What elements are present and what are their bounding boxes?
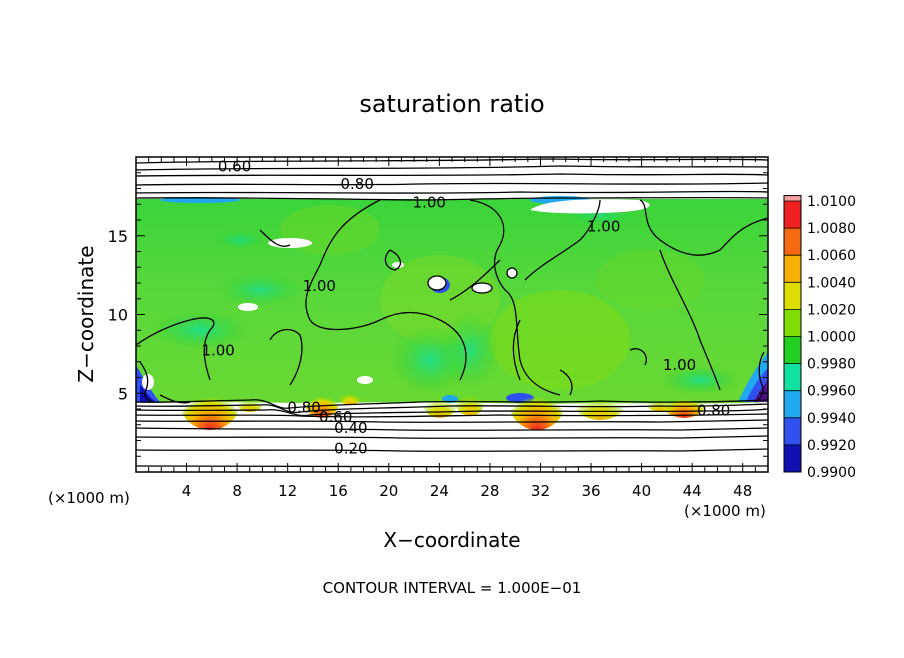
colorbar: 1.0100 1.0080 1.0060 1.0040 1.0020 1.0000 0.99… [783,194,856,481]
colorbar-label: 0.9940 [807,411,856,427]
contour-bl-9 [136,465,768,468]
contour-bl-6 [136,427,768,431]
x-tick-label: 48 [733,482,752,500]
colorbar-label: 0.9920 [807,438,856,454]
contour-label: 0.80 [697,402,730,420]
contour-one-i [259,229,291,247]
cool-patches [150,203,740,395]
contour-one-d [524,199,601,281]
colorbar-label: 1.0100 [807,194,856,210]
contour-one-h [269,328,303,386]
contour-one-g [136,317,215,381]
y-tick-label: 5 [118,384,128,403]
x-axis: 4 8 12 16 20 24 28 32 36 40 44 48 [148,157,756,500]
contour-label: 0.60 [218,157,251,175]
contour-label: 1.00 [663,356,696,374]
x-tick-label: 32 [531,482,550,500]
contour-one-k [449,259,501,301]
contour-label: 0.20 [334,439,367,457]
x-tick-label: 28 [480,482,499,500]
contour-top-2 [136,165,768,171]
contour-label: 1.00 [201,342,234,360]
colorbar-swatch [784,282,801,310]
contour-top-5 [136,190,768,194]
x-tick-label: 12 [278,482,297,500]
colorbar-swatch [784,195,801,201]
x-tick-label: 40 [632,482,651,500]
contour-labels: 0.600.801.001.001.001.001.000.800.600.40… [201,157,730,457]
contour-interval-note: CONTOUR INTERVAL = 1.000E−01 [323,579,582,597]
colorbar-swatch [784,444,801,473]
x-tick-label: 4 [182,482,192,500]
x-unit-left: (×1000 m) [48,489,130,507]
colorbar-label: 1.0060 [807,248,856,264]
contour-one-j [384,249,402,271]
y-axis-label: Z−coordinate [74,245,98,382]
contour-top-3 [136,173,768,177]
x-tick-label: 8 [232,482,242,500]
contour-one-e [639,199,768,256]
contour-label: 0.40 [334,419,367,437]
colorbar-label: 1.0040 [807,275,856,291]
contour-lines [136,158,768,468]
colorbar-swatch [784,228,801,256]
contour-bl-3 [136,408,768,417]
x-tick-label: 16 [329,482,348,500]
x-tick-label: 36 [581,482,600,500]
contour-bl-5 [136,419,768,423]
colorbar-swatch [784,255,801,283]
contour-label: 0.80 [340,175,373,193]
contour-one-c [512,319,521,381]
colorbar-label: 1.0000 [807,330,856,346]
colorbar-swatch [784,390,801,419]
contour-bl-4 [136,413,768,418]
colorbar-label: 0.9900 [807,465,856,481]
x-unit-right: (×1000 m) [684,502,766,520]
colorbar-label: 0.9980 [807,357,856,373]
colorbar-label: 1.0080 [807,221,856,237]
colorbar-swatch [784,309,801,337]
colorbar-swatch [784,417,801,446]
contour-label: 0.80 [287,398,320,416]
contour-top-6 [136,196,768,201]
contour-one-a [305,199,467,381]
colorbar-swatch [784,336,801,365]
contour-bl-7 [136,435,768,439]
x-tick-label: 24 [430,482,449,500]
contour-one-l [629,348,647,366]
x-tick-label: 20 [379,482,398,500]
contour-bl-2 [136,403,768,414]
x-axis-label: X−coordinate [383,528,520,552]
contour-bl-8 [136,448,768,452]
colorbar-swatch [784,201,801,229]
plot-area: 0.600.801.001.001.001.001.000.800.600.40… [136,157,768,472]
chart-title: saturation ratio [359,90,544,118]
colorbar-swatch [784,363,801,392]
contour-one-m [559,369,573,396]
contour-label: 0.60 [319,408,352,426]
y-tick-label: 10 [108,306,128,325]
y-axis: 5 10 15 [108,172,768,457]
colorbar-label: 0.9960 [807,384,856,400]
contour-one-b [469,199,561,396]
x-tick-label: 44 [683,482,702,500]
contour-label: 1.00 [303,277,336,295]
contour-top-4 [136,182,768,186]
y-tick-label: 15 [108,227,128,246]
contour-bl-1 [136,399,768,409]
contour-top-1 [136,158,768,164]
contour-label: 1.00 [413,194,446,212]
contour-one-f [659,249,721,391]
colorbar-label: 1.0020 [807,302,856,318]
contour-label: 1.00 [587,217,620,235]
